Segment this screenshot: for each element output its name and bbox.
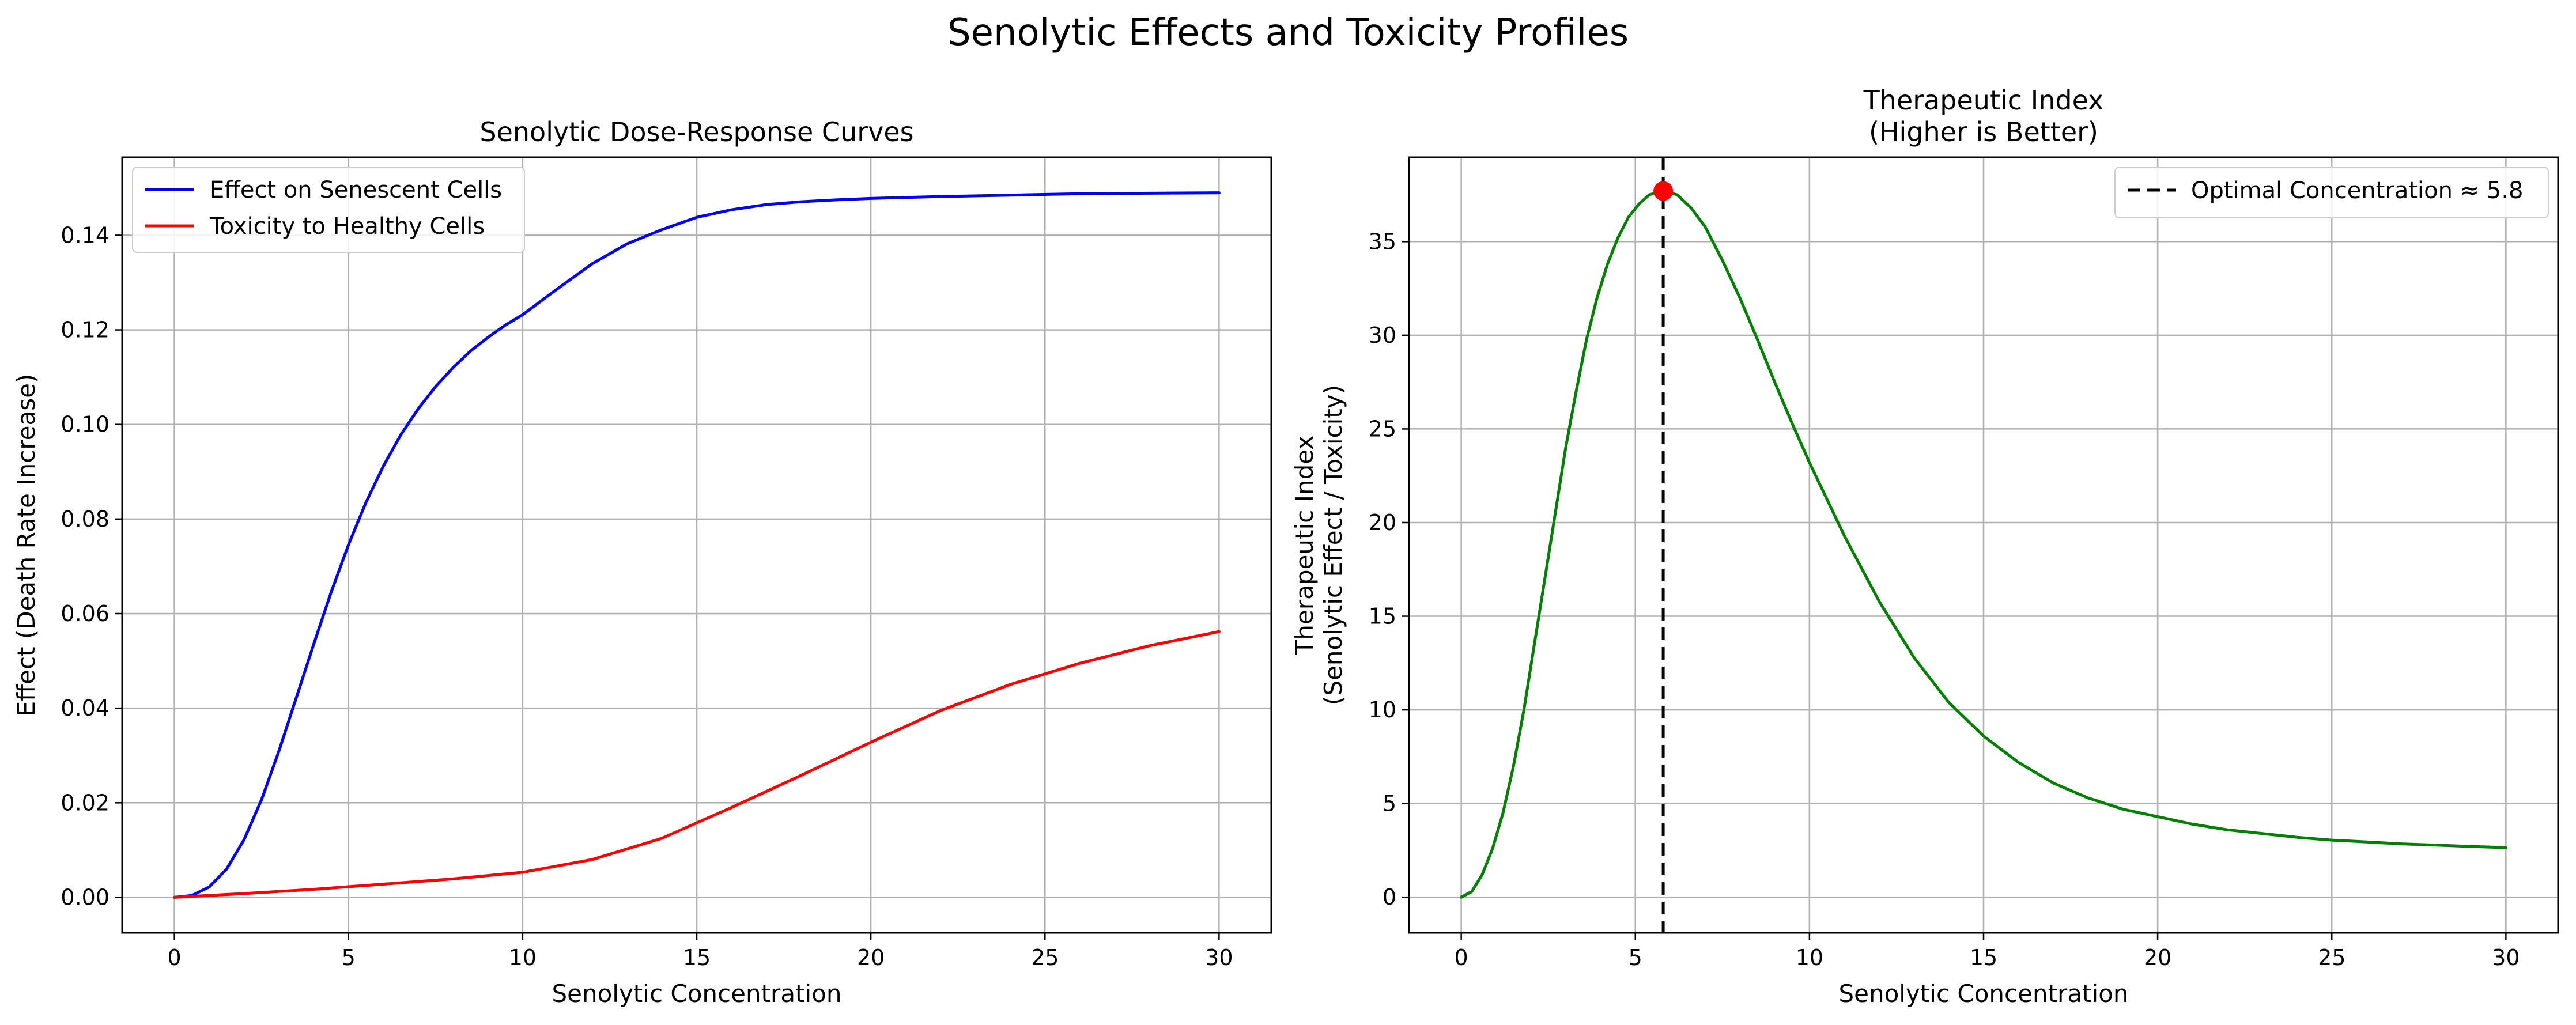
right-x-axis-label: Senolytic Concentration — [1838, 979, 2128, 1008]
right-y-tick-label: 5 — [1383, 791, 1396, 816]
dose-response-panel: Senolytic Dose-Response Curves 0 5 10 15 20 2… — [12, 116, 1272, 1008]
left-y-tick-label: 0.02 — [61, 790, 109, 815]
right-y-tick-label: 20 — [1369, 510, 1396, 535]
left-y-axis-label: Effect (Death Rate Increase) — [12, 374, 40, 717]
left-x-tick-label: 20 — [857, 945, 885, 970]
right-legend-box — [2114, 167, 2549, 218]
right-x-tick-label: 20 — [2144, 945, 2171, 970]
left-legend: Effect on Senescent Cells Toxicity to He… — [132, 167, 525, 253]
legend-label-toxicity: Toxicity to Healthy Cells — [209, 213, 485, 240]
right-x-tick-label: 30 — [2492, 945, 2520, 970]
left-x-tick-label: 0 — [168, 945, 182, 970]
right-grid — [1409, 157, 2558, 933]
left-series-lines — [173, 191, 1221, 899]
left-x-axis-label: Senolytic Concentration — [552, 979, 841, 1008]
right-y-ticks: 0 5 10 15 20 25 30 35 — [1369, 229, 1409, 910]
left-y-tick-label: 0.06 — [61, 601, 109, 626]
legend-label-optimal: Optimal Concentration ≈ 5.8 — [2191, 177, 2524, 204]
right-x-tick-label: 10 — [1796, 945, 1823, 970]
right-y-axis-label-line-1: Therapeutic Index — [1290, 436, 1319, 655]
left-y-tick-label: 0.00 — [61, 884, 109, 910]
right-legend: Optimal Concentration ≈ 5.8 — [2114, 167, 2549, 218]
dose-response-title: Senolytic Dose-Response Curves — [479, 116, 913, 147]
therapeutic-title-line-1: Therapeutic Index — [1863, 85, 2104, 116]
figure-suptitle: Senolytic Effects and Toxicity Profiles — [947, 12, 1629, 54]
right-x-tick-label: 5 — [1629, 945, 1642, 970]
left-y-tick-label: 0.08 — [61, 506, 109, 532]
right-x-ticks: 0 5 10 15 20 25 30 — [1455, 933, 2520, 970]
right-series-lines — [1460, 190, 2507, 899]
left-x-tick-label: 10 — [509, 945, 537, 970]
left-x-tick-label: 15 — [683, 945, 711, 970]
right-y-tick-label: 30 — [1369, 323, 1396, 348]
therapeutic-index-panel: Therapeutic Index (Higher is Better) 0 5 1… — [1290, 85, 2559, 1008]
optimal-point-marker — [1653, 181, 1674, 201]
right-y-tick-label: 15 — [1369, 604, 1396, 629]
right-x-tick-label: 15 — [1970, 945, 1997, 970]
right-y-tick-label: 35 — [1369, 229, 1396, 254]
right-y-tick-label: 25 — [1369, 416, 1396, 441]
right-x-tick-label: 0 — [1455, 945, 1468, 970]
right-y-axis-label-line-2: (Senolytic Effect / Toxicity) — [1319, 385, 1347, 705]
left-y-tick-label: 0.10 — [61, 412, 109, 437]
left-y-tick-label: 0.14 — [61, 222, 109, 248]
right-y-tick-label: 10 — [1369, 697, 1396, 723]
legend-label-senescent: Effect on Senescent Cells — [210, 177, 502, 203]
left-y-ticks: 0.00 0.02 0.04 0.06 0.08 0.10 0.12 0.14 — [61, 222, 122, 910]
left-y-tick-label: 0.12 — [61, 317, 109, 343]
therapeutic-title-line-2: (Higher is Better) — [1869, 116, 2098, 147]
left-x-tick-label: 25 — [1031, 945, 1059, 970]
left-x-tick-label: 30 — [1205, 945, 1233, 970]
right-x-tick-label: 25 — [2318, 945, 2345, 970]
left-series-line-0 — [173, 191, 1221, 899]
left-series-line-1 — [173, 630, 1221, 899]
left-x-tick-label: 5 — [342, 945, 356, 970]
right-y-tick-label: 0 — [1383, 884, 1396, 910]
left-grid — [122, 157, 1271, 933]
left-legend-box — [132, 167, 525, 253]
left-x-ticks: 0 5 10 15 20 25 30 — [168, 933, 1233, 970]
right-series-line-0 — [1460, 190, 2507, 899]
left-y-tick-label: 0.04 — [61, 695, 109, 721]
